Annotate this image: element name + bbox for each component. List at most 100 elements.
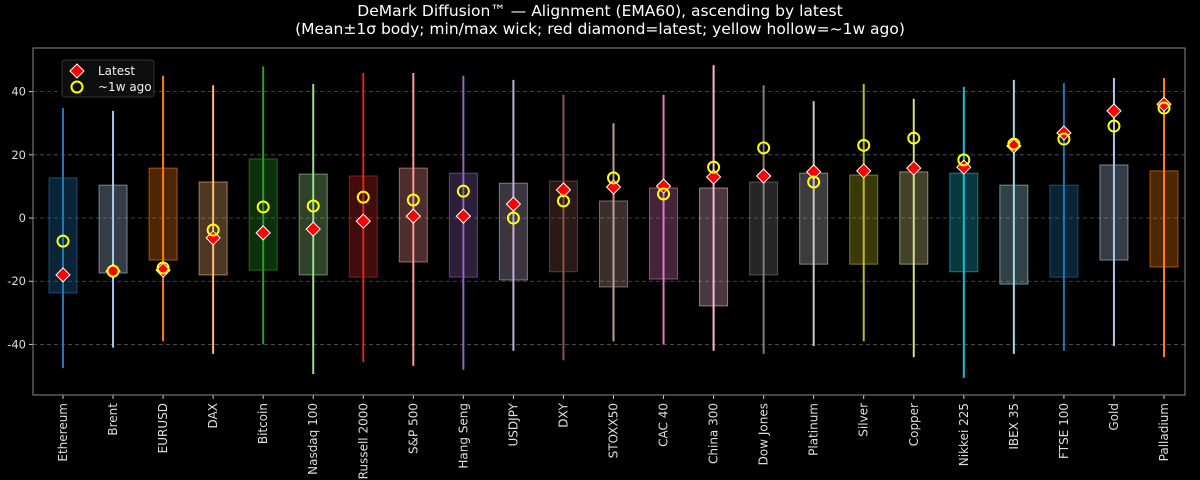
category-group-gold: Gold	[1099, 78, 1129, 431]
latest-marker	[856, 163, 872, 179]
week-ago-marker	[1107, 119, 1121, 133]
week-ago-marker	[707, 160, 721, 174]
latest-marker	[755, 168, 772, 184]
latest-marker	[605, 179, 622, 195]
week-ago-marker	[456, 184, 470, 198]
category-group-platinum: Platinum	[799, 101, 829, 456]
week-ago-marker	[957, 153, 971, 167]
x-tick-label: Nasdaq 100	[306, 403, 320, 475]
category-group-stoxx50: STOXX50	[599, 123, 628, 458]
latest-marker	[305, 221, 321, 237]
category-group-dow-jones: Dow Jones	[749, 85, 779, 465]
x-tick-label: Bitcoin	[256, 403, 270, 444]
category-group-dxy: DXY	[548, 94, 578, 428]
week-ago-marker	[206, 223, 220, 237]
week-ago-marker	[306, 199, 320, 213]
week-ago-marker	[156, 261, 170, 275]
plot-frame	[32, 47, 1186, 396]
legend-box	[61, 59, 155, 98]
week-ago-marker	[256, 200, 270, 214]
latest-marker	[1106, 103, 1122, 119]
week-ago-marker	[1157, 101, 1171, 115]
category-group-s-p-500: S&P 500	[398, 72, 428, 454]
category-group-eurusd: EURUSD	[148, 75, 178, 453]
category-group-ibex-35: IBEX 35	[999, 79, 1029, 450]
category-group-ftse-100: FTSE 100	[1049, 83, 1079, 459]
latest-marker	[805, 164, 822, 180]
week-ago-marker	[657, 187, 671, 201]
category-group-copper: Copper	[899, 98, 929, 446]
x-tick-label: IBEX 35	[1007, 403, 1021, 450]
y-tick-label: -40	[7, 337, 26, 351]
chart-subtitle: (Mean±1σ body; min/max wick; red diamond…	[295, 20, 905, 38]
x-tick-label: China 300	[707, 403, 721, 464]
x-tick-label: Hang Seng	[456, 403, 470, 469]
legend-week-ago-marker	[70, 80, 84, 94]
week-ago-marker	[857, 138, 871, 152]
x-tick-label: CAC 40	[657, 403, 671, 447]
chart-title: DeMark Diffusion™ — Alignment (EMA60), a…	[357, 2, 843, 20]
x-tick-label: Brent	[106, 403, 120, 436]
x-tick-label: Ethereum	[56, 403, 70, 462]
x-tick-label: USDJPY	[506, 402, 520, 446]
legend-label-week-ago: ~1w ago	[98, 80, 152, 94]
y-tick-label: 0	[19, 211, 26, 225]
x-tick-label: FTSE 100	[1057, 403, 1071, 459]
week-ago-marker	[56, 234, 70, 248]
category-group-palladium: Palladium	[1149, 78, 1179, 461]
category-group-china-300: China 300	[699, 65, 729, 464]
category-group-silver: Silver	[849, 84, 879, 437]
latest-marker	[505, 196, 522, 212]
week-ago-marker	[1007, 137, 1021, 151]
y-tick-label: 20	[11, 148, 26, 162]
legend-label-latest: Latest	[98, 64, 135, 78]
latest-marker	[255, 225, 271, 241]
x-tick-label: DXY	[556, 402, 570, 427]
x-tick-label: EURUSD	[156, 403, 170, 453]
x-tick-label: STOXX50	[607, 403, 621, 458]
category-group-bitcoin: Bitcoin	[248, 66, 278, 444]
week-ago-marker	[556, 194, 570, 208]
category-group-nikkei-225: Nikkei 225	[949, 86, 979, 466]
latest-marker	[555, 182, 572, 198]
legend: Latest ~1w ago	[61, 59, 155, 98]
x-tick-label: Dow Jones	[757, 403, 771, 465]
week-ago-marker	[807, 175, 821, 189]
category-group-nasdaq-100: Nasdaq 100	[298, 84, 328, 475]
category-group-ethereum: Ethereum	[48, 108, 78, 462]
latest-marker	[1156, 96, 1172, 112]
week-ago-marker	[506, 211, 520, 225]
x-tick-label: Russell 2000	[356, 403, 370, 479]
x-tick-label: Nikkei 225	[957, 403, 971, 466]
latest-marker	[906, 160, 922, 176]
x-tick-label: Silver	[857, 403, 871, 437]
y-tick-label: -20	[7, 274, 26, 288]
x-tick-label: S&P 500	[406, 403, 420, 454]
latest-marker	[355, 213, 371, 229]
week-ago-marker	[757, 141, 771, 155]
x-tick-label: Gold	[1107, 403, 1121, 431]
x-tick-label: Platinum	[807, 403, 821, 456]
x-tick-label: Copper	[907, 403, 921, 446]
week-ago-marker	[356, 190, 370, 204]
category-group-dax: DAX	[198, 85, 228, 428]
week-ago-marker	[1057, 132, 1071, 146]
category-group-cac-40: CAC 40	[649, 94, 679, 447]
legend-latest-marker	[69, 63, 85, 79]
y-tick-label: 40	[11, 85, 26, 99]
latest-marker	[705, 169, 722, 185]
latest-marker	[55, 267, 71, 283]
latest-marker	[405, 208, 422, 224]
week-ago-marker	[607, 171, 620, 185]
category-group-hang-seng: Hang Seng	[448, 75, 478, 469]
latest-marker	[455, 208, 472, 224]
week-ago-marker	[907, 131, 921, 145]
category-group-brent: Brent	[98, 110, 128, 436]
category-group-russell-2000: Russell 2000	[348, 72, 378, 479]
week-ago-marker	[106, 264, 120, 278]
x-tick-label: Palladium	[1157, 403, 1171, 461]
week-ago-marker	[406, 193, 420, 207]
x-tick-label: DAX	[206, 403, 220, 428]
category-group-usdjpy: USDJPY	[498, 79, 528, 446]
